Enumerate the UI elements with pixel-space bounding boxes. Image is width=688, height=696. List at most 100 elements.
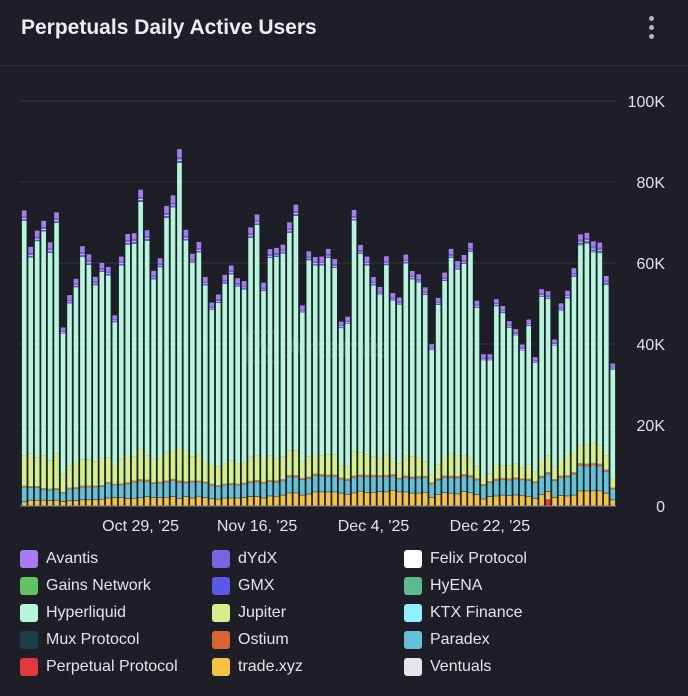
bar-stack[interactable] <box>138 189 143 506</box>
bar-stack[interactable] <box>390 293 396 506</box>
bar-stack[interactable] <box>196 241 202 506</box>
bar-stack[interactable] <box>532 357 538 507</box>
bar-stack[interactable] <box>539 289 544 506</box>
legend-item[interactable]: Ostium <box>212 629 289 651</box>
bar-stack[interactable] <box>157 258 163 506</box>
bar-stack[interactable] <box>500 306 506 506</box>
bar-stack[interactable] <box>558 303 564 506</box>
legend-item[interactable]: Felix Protocol <box>404 548 527 570</box>
bar-stack[interactable] <box>28 246 34 506</box>
bar-stack[interactable] <box>351 209 357 506</box>
legend-item[interactable]: HyENA <box>404 575 482 597</box>
bar-stack[interactable] <box>170 195 176 506</box>
bar-stack[interactable] <box>293 204 299 506</box>
bar-stack[interactable] <box>325 248 331 506</box>
bar-stack[interactable] <box>571 268 577 506</box>
legend-item[interactable]: GMX <box>212 575 274 597</box>
bar-stack[interactable] <box>545 291 551 506</box>
bar-stack[interactable] <box>67 295 72 506</box>
bar-stack[interactable] <box>578 234 583 506</box>
bar-stack[interactable] <box>34 230 40 506</box>
bar-stack[interactable] <box>47 242 53 506</box>
bar-stack[interactable] <box>287 222 292 506</box>
bar-stack[interactable] <box>112 315 118 506</box>
bar-stack[interactable] <box>384 256 389 506</box>
bar-stack[interactable] <box>241 281 247 506</box>
bar-stack[interactable] <box>254 214 260 506</box>
bar-stack[interactable] <box>93 276 98 506</box>
bar-stack[interactable] <box>248 227 253 506</box>
legend-item[interactable]: Paradex <box>404 629 490 651</box>
bar-stack[interactable] <box>416 274 422 506</box>
legend-item[interactable]: trade.xyz <box>212 656 303 678</box>
bar-stack[interactable] <box>54 212 59 506</box>
bar-stack[interactable] <box>99 262 105 506</box>
bar-stack[interactable] <box>345 316 350 506</box>
bar-stack[interactable] <box>261 282 266 506</box>
bar-stack[interactable] <box>519 344 525 507</box>
bar-stack[interactable] <box>183 229 189 506</box>
bar-stack[interactable] <box>377 286 383 506</box>
legend-item[interactable]: Hyperliquid <box>20 602 126 624</box>
bar-stack[interactable] <box>591 241 596 506</box>
bar-stack[interactable] <box>552 339 557 507</box>
bar-stack[interactable] <box>584 232 590 506</box>
bar-stack[interactable] <box>565 290 570 506</box>
bar-stack[interactable] <box>280 244 286 506</box>
bar-stack[interactable] <box>526 319 532 506</box>
more-options-icon[interactable] <box>644 16 660 42</box>
bar-stack[interactable] <box>442 272 447 506</box>
bar-stack[interactable] <box>190 253 195 506</box>
bar-stack[interactable] <box>202 277 208 506</box>
bar-stack[interactable] <box>409 270 415 506</box>
bar-stack[interactable] <box>312 257 318 506</box>
bar-stack[interactable] <box>86 254 92 506</box>
bar-stack[interactable] <box>300 305 305 506</box>
bar-stack[interactable] <box>506 321 512 506</box>
bar-stack[interactable] <box>73 278 79 506</box>
bar-stack[interactable] <box>338 321 344 506</box>
bar-stack[interactable] <box>494 299 499 506</box>
bar-stack[interactable] <box>332 259 337 506</box>
bar-stack[interactable] <box>610 363 616 507</box>
bar-stack[interactable] <box>487 354 493 507</box>
bar-stack[interactable] <box>597 242 603 506</box>
bar-stack[interactable] <box>131 233 137 506</box>
bar-stack[interactable] <box>41 220 46 506</box>
bar-stack[interactable] <box>21 210 27 506</box>
bar-stack[interactable] <box>177 149 182 506</box>
bar-stack[interactable] <box>358 244 363 506</box>
legend-item[interactable]: KTX Finance <box>404 602 522 624</box>
bar-stack[interactable] <box>164 205 169 506</box>
bar-stack[interactable] <box>60 327 66 506</box>
legend-item[interactable]: Mux Protocol <box>20 629 139 651</box>
bar-stack[interactable] <box>235 278 240 506</box>
bar-stack[interactable] <box>513 328 519 507</box>
bar-stack[interactable] <box>468 242 473 506</box>
legend-item[interactable]: dYdX <box>212 548 277 570</box>
legend-item[interactable]: Jupiter <box>212 602 286 624</box>
legend-item[interactable]: Perpetual Protocol <box>20 656 178 678</box>
bar-stack[interactable] <box>455 261 460 506</box>
bar-stack[interactable] <box>474 300 480 506</box>
bar-stack[interactable] <box>118 256 124 506</box>
bar-stack[interactable] <box>209 302 215 506</box>
bar-stack[interactable] <box>306 251 312 506</box>
bar-stack[interactable] <box>403 254 409 506</box>
bar-stack[interactable] <box>215 294 221 506</box>
bar-stack[interactable] <box>144 230 150 506</box>
bar-stack[interactable] <box>105 266 111 506</box>
legend-item[interactable]: Ventuals <box>404 656 491 678</box>
bar-stack[interactable] <box>435 297 441 506</box>
bar-stack[interactable] <box>319 256 325 506</box>
bar-stack[interactable] <box>461 254 467 506</box>
bar-stack[interactable] <box>364 256 370 506</box>
legend-item[interactable]: Avantis <box>20 548 98 570</box>
bar-stack[interactable] <box>222 274 228 506</box>
bar-stack[interactable] <box>422 287 428 506</box>
bar-stack[interactable] <box>151 270 156 506</box>
bar-stack[interactable] <box>603 276 609 506</box>
bar-stack[interactable] <box>371 277 376 506</box>
bar-stack[interactable] <box>481 354 486 507</box>
bar-stack[interactable] <box>274 247 279 506</box>
